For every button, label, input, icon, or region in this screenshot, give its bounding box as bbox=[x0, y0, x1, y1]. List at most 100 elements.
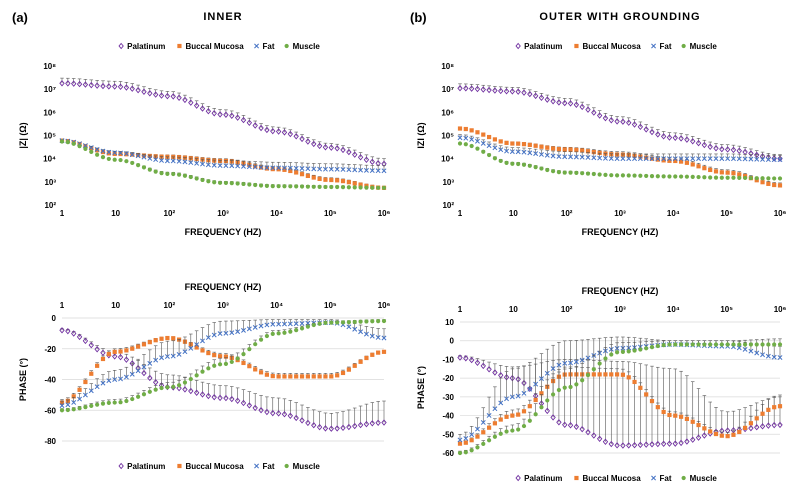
data-point bbox=[100, 155, 106, 160]
legend-marker bbox=[177, 43, 182, 49]
y-tick-label: -10 bbox=[442, 355, 454, 364]
data-point bbox=[100, 356, 106, 362]
data-point bbox=[469, 143, 474, 149]
data-point bbox=[684, 156, 690, 162]
data-point bbox=[661, 409, 666, 415]
data-point bbox=[748, 342, 754, 347]
x-tick-label: 10³ bbox=[614, 209, 626, 218]
data-point bbox=[346, 167, 352, 173]
data-point bbox=[655, 156, 661, 162]
data-point bbox=[754, 176, 759, 181]
data-point bbox=[695, 434, 702, 441]
legend-label: Palatinum bbox=[127, 42, 165, 51]
y-tick-label: -60 bbox=[44, 406, 56, 415]
data-point bbox=[270, 321, 276, 327]
data-point bbox=[504, 396, 509, 402]
data-point bbox=[159, 336, 164, 341]
data-point bbox=[340, 424, 346, 432]
data-point bbox=[276, 167, 281, 172]
data-point bbox=[713, 175, 719, 180]
data-point bbox=[240, 116, 247, 124]
legend-label: Buccal Mucosa bbox=[582, 474, 641, 483]
data-point bbox=[596, 112, 603, 119]
data-point bbox=[486, 152, 492, 158]
y-tick-label: -40 bbox=[44, 376, 56, 385]
data-point bbox=[515, 149, 521, 155]
data-point bbox=[696, 422, 701, 428]
data-point bbox=[188, 387, 194, 395]
data-point bbox=[596, 435, 603, 443]
data-point bbox=[118, 151, 123, 157]
data-point bbox=[632, 379, 637, 385]
legend-marker bbox=[177, 463, 182, 469]
data-point bbox=[771, 157, 777, 163]
data-point bbox=[223, 361, 229, 366]
data-point bbox=[475, 434, 480, 439]
data-point bbox=[754, 156, 760, 162]
data-point bbox=[258, 164, 264, 170]
data-point bbox=[223, 394, 229, 402]
data-point bbox=[672, 134, 678, 142]
data-point bbox=[655, 174, 660, 179]
data-point bbox=[777, 183, 783, 188]
data-point bbox=[381, 419, 387, 426]
data-point bbox=[661, 343, 666, 348]
data-point bbox=[288, 184, 293, 189]
data-point bbox=[533, 381, 539, 387]
y-tick-label: 10³ bbox=[442, 178, 454, 187]
data-point bbox=[89, 371, 94, 376]
data-point bbox=[475, 146, 480, 151]
data-point bbox=[352, 185, 357, 190]
data-point bbox=[276, 374, 281, 379]
data-point bbox=[637, 156, 643, 162]
data-point bbox=[772, 182, 777, 188]
data-point bbox=[492, 87, 498, 94]
data-point bbox=[217, 180, 223, 185]
data-point bbox=[772, 405, 777, 410]
x-tick-label: 10² bbox=[164, 209, 176, 218]
data-point bbox=[112, 377, 118, 382]
data-point bbox=[504, 429, 509, 434]
data-point bbox=[754, 423, 760, 431]
y-tick-label: 10⁵ bbox=[43, 132, 56, 141]
data-point bbox=[626, 173, 631, 178]
data-point bbox=[287, 412, 294, 420]
data-point bbox=[217, 354, 223, 359]
data-point bbox=[299, 326, 305, 331]
data-point bbox=[112, 349, 117, 354]
data-point bbox=[510, 141, 515, 146]
data-point bbox=[510, 413, 515, 418]
data-point bbox=[147, 360, 153, 366]
data-point bbox=[463, 126, 468, 132]
x-tick-label: 10 bbox=[509, 209, 518, 218]
data-point bbox=[135, 153, 141, 159]
data-point bbox=[556, 154, 562, 159]
data-point bbox=[247, 347, 252, 352]
data-point bbox=[335, 184, 340, 190]
data-point bbox=[702, 166, 707, 171]
data-point bbox=[112, 400, 117, 405]
data-point bbox=[287, 130, 294, 138]
data-point bbox=[357, 154, 364, 161]
data-point bbox=[275, 128, 282, 135]
data-point bbox=[112, 151, 117, 157]
data-point bbox=[667, 342, 672, 347]
data-point bbox=[684, 160, 690, 165]
data-point bbox=[188, 99, 194, 106]
data-point bbox=[457, 126, 463, 131]
data-point bbox=[376, 319, 381, 324]
data-point bbox=[194, 176, 199, 181]
data-point bbox=[696, 342, 701, 347]
data-point bbox=[521, 149, 527, 155]
data-point bbox=[77, 406, 82, 411]
data-point bbox=[241, 181, 246, 187]
data-point bbox=[334, 166, 340, 172]
data-point bbox=[358, 359, 363, 364]
data-point bbox=[375, 168, 381, 174]
y-tick-label: 10 bbox=[445, 318, 454, 327]
legend-marker bbox=[651, 43, 657, 49]
data-point bbox=[381, 349, 387, 354]
data-point bbox=[737, 172, 742, 177]
data-point bbox=[597, 172, 602, 177]
data-point bbox=[129, 371, 135, 377]
